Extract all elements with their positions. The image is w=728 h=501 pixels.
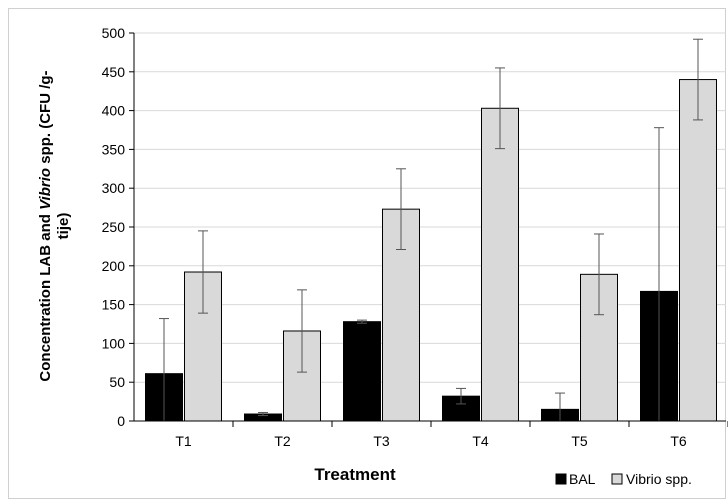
- bar-bal-t3: [343, 321, 381, 422]
- y-tick-label-2: 100: [102, 335, 126, 351]
- bar-vibrio-t6: [679, 79, 717, 422]
- x-tick-label-t3: T3: [373, 433, 390, 449]
- legend-label-vibrio: Vibrio spp.: [626, 471, 692, 487]
- legend-label-bal: BAL: [569, 471, 596, 487]
- x-ticks: T1 T2 T3 T4 T5 T6: [175, 421, 728, 449]
- y-ticks: 0 50 100 150 200 250 300 350 400 450 500: [102, 25, 134, 429]
- legend: BAL Vibrio spp.: [555, 471, 692, 487]
- y-tick-label-10: 500: [102, 25, 126, 41]
- x-tick-label-t5: T5: [571, 433, 588, 449]
- error-bars: [159, 38, 703, 422]
- y-tick-label-0: 0: [117, 413, 125, 429]
- x-axis-label: Treatment: [314, 465, 396, 484]
- y-tick-label-6: 300: [102, 180, 126, 196]
- legend-swatch-vibrio: [611, 473, 623, 485]
- bars: [145, 79, 717, 422]
- y-tick-label-3: 150: [102, 297, 126, 313]
- y-axis-label: Concentration LAB and Vibrio spp. (CFU /…: [37, 70, 72, 381]
- y-tick-label-9: 450: [102, 64, 126, 80]
- x-tick-label-t2: T2: [274, 433, 291, 449]
- y-tick-label-7: 350: [102, 141, 126, 157]
- y-tick-label-8: 400: [102, 103, 126, 119]
- x-tick-label-t4: T4: [472, 433, 489, 449]
- svg-text:Concentration LAB and Vibrio s: Concentration LAB and Vibrio spp. (CFU /…: [37, 70, 54, 381]
- x-tick-label-t1: T1: [175, 433, 192, 449]
- y-tick-label-4: 200: [102, 258, 126, 274]
- y-tick-label-1: 50: [109, 374, 125, 390]
- gridlines: [134, 32, 726, 383]
- y-tick-label-5: 250: [102, 219, 126, 235]
- bar-vibrio-t4: [481, 107, 519, 422]
- x-tick-label-t6: T6: [670, 433, 687, 449]
- legend-swatch-bal: [555, 473, 567, 485]
- chart-frame: [8, 8, 726, 499]
- svg-text:tije): tije): [55, 213, 72, 240]
